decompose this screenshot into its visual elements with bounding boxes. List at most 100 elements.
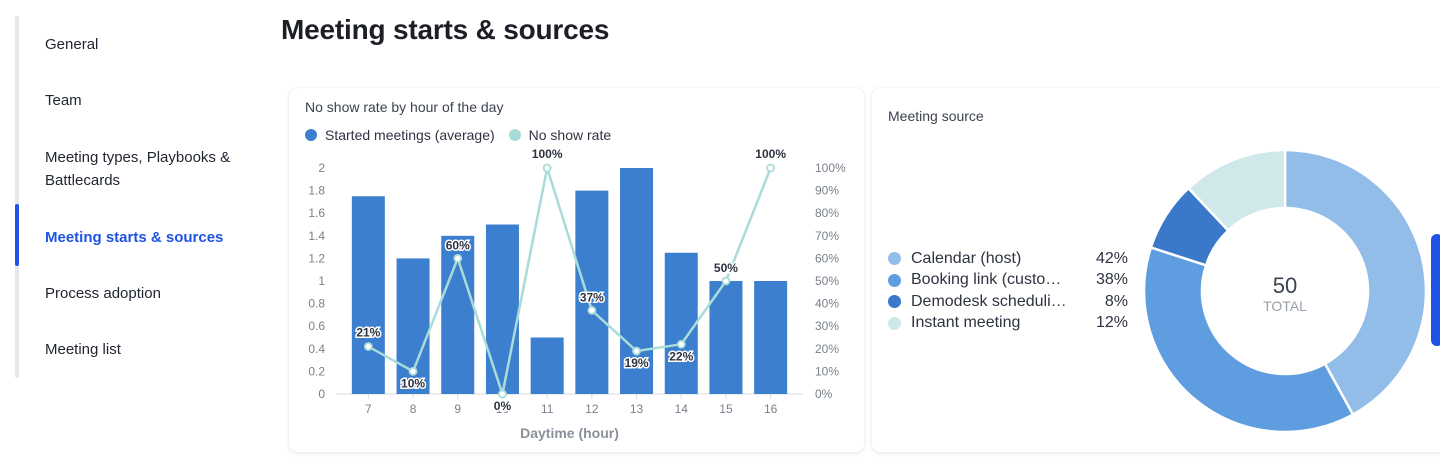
- bar-started-meetings: [530, 337, 564, 394]
- y-tick-label: 0.4: [308, 342, 325, 356]
- x-tick-label: 9: [454, 402, 461, 416]
- data-label-no-show-rate: 21%: [356, 326, 380, 340]
- x-tick-label: 8: [410, 402, 417, 416]
- x-tick-label: 11: [541, 402, 554, 416]
- legend-row-booking-link[interactable]: Booking link (custo… 38%: [888, 270, 1128, 292]
- data-label-no-show-rate: 22%: [669, 349, 693, 363]
- y-tick-label: 1.2: [308, 251, 325, 265]
- legend-label-no-show-rate: No show rate: [528, 127, 612, 143]
- x-axis-label: Daytime (hour): [520, 425, 619, 441]
- y2-tick-label: 20%: [815, 342, 839, 356]
- donut-slice: [1283, 148, 1428, 417]
- donut-total-value: 50: [1273, 273, 1297, 298]
- y2-tick-label: 80%: [815, 206, 839, 220]
- sidebar-rail: [15, 16, 19, 378]
- legend-label-booking-link: Booking link (custo…: [911, 271, 1062, 289]
- sidebar-item-general[interactable]: General: [45, 36, 99, 53]
- page-title: Meeting starts & sources: [281, 14, 610, 45]
- bar-started-meetings: [620, 168, 654, 394]
- y-tick-label: 0.6: [308, 319, 325, 333]
- no-show-chart-title: No show rate by hour of the day: [305, 99, 504, 115]
- legend-item-started-meetings[interactable]: Started meetings (average): [305, 127, 495, 143]
- legend-swatch-booking-link: [888, 273, 901, 287]
- data-label-no-show-rate: 10%: [401, 376, 425, 390]
- legend-label-demodesk-scheduling: Demodesk scheduli…: [911, 292, 1067, 310]
- donut-total-label: TOTAL: [1263, 298, 1307, 314]
- data-label-no-show-rate: 50%: [714, 261, 738, 275]
- legend-swatch-instant-meeting: [888, 316, 901, 330]
- x-tick-label: 13: [630, 402, 644, 416]
- side-panel-tab[interactable]: [1431, 234, 1440, 346]
- legend-row-demodesk-scheduling[interactable]: Demodesk scheduli… 8%: [888, 291, 1128, 313]
- legend-pct-booking-link: 38%: [1095, 271, 1128, 289]
- bar-started-meetings: [754, 281, 788, 394]
- legend-swatch-started-meetings: [305, 129, 317, 141]
- x-tick-label: 16: [764, 402, 778, 416]
- data-label-no-show-rate: 60%: [446, 238, 470, 252]
- bar-started-meetings: [351, 196, 385, 394]
- y2-tick-label: 30%: [815, 319, 839, 333]
- x-tick-label: 10: [496, 402, 510, 416]
- data-label-no-show-rate: 100%: [755, 147, 786, 161]
- y-tick-label: 0: [318, 387, 325, 401]
- x-tick-label: 12: [585, 402, 599, 416]
- y2-tick-label: 70%: [815, 229, 839, 243]
- legend-pct-demodesk-scheduling: 8%: [1104, 292, 1128, 310]
- legend-pct-instant-meeting: 12%: [1095, 314, 1128, 332]
- donut-slice: [1186, 148, 1287, 233]
- legend-swatch-calendar-host: [888, 252, 901, 266]
- legend-swatch-no-show-rate: [508, 129, 521, 141]
- legend-row-calendar-host[interactable]: Calendar (host) 42%: [888, 248, 1128, 270]
- legend-pct-calendar-host: 42%: [1095, 249, 1128, 267]
- y-tick-label: 1.6: [308, 206, 325, 220]
- point-no-show-rate: [542, 163, 552, 173]
- point-no-show-rate: [587, 305, 597, 315]
- sidebar-item-process-adoption[interactable]: Process adoption: [45, 285, 161, 302]
- sidebar-item-team[interactable]: Team: [45, 92, 82, 109]
- line-no-show-rate: [367, 167, 772, 399]
- y-tick-label: 0.8: [308, 297, 325, 311]
- sidebar-item-meeting-types[interactable]: Meeting types, Playbooks & Battlecards: [45, 149, 231, 189]
- point-no-show-rate: [498, 389, 507, 399]
- y-tick-label: 0.2: [308, 364, 325, 378]
- bar-started-meetings: [485, 224, 519, 394]
- data-label-no-show-rate: 37%: [580, 290, 604, 304]
- y-tick-label: 2: [318, 161, 325, 175]
- meeting-source-title: Meeting source: [888, 108, 984, 124]
- point-no-show-rate: [632, 346, 641, 356]
- donut-slice: [1142, 245, 1355, 434]
- y-tick-label: 1.4: [308, 229, 325, 243]
- y-tick-label: 1: [318, 274, 325, 288]
- legend-item-no-show-rate[interactable]: No show rate: [508, 127, 612, 143]
- legend-label-instant-meeting: Instant meeting: [911, 314, 1021, 332]
- data-label-no-show-rate: 100%: [532, 147, 563, 161]
- sidebar-item-meeting-list[interactable]: Meeting list: [45, 341, 121, 358]
- data-label-no-show-rate: 19%: [625, 356, 649, 370]
- sidebar-active-indicator: [15, 204, 19, 266]
- y2-tick-label: 100%: [815, 161, 846, 175]
- meeting-source-legend: Calendar (host) 42% Booking link (custo……: [888, 248, 1128, 334]
- y2-tick-label: 90%: [815, 184, 839, 198]
- y2-tick-label: 60%: [815, 251, 839, 265]
- no-show-chart-legend: Started meetings (average) No show rate: [305, 127, 611, 143]
- settings-sidebar: General Team Meeting types, Playbooks & …: [0, 0, 260, 463]
- y2-tick-label: 40%: [815, 297, 839, 311]
- bar-started-meetings: [575, 190, 609, 394]
- y2-tick-label: 50%: [815, 274, 839, 288]
- point-no-show-rate: [721, 276, 731, 286]
- point-no-show-rate: [676, 339, 686, 349]
- data-label-no-show-rate: 0%: [494, 399, 512, 413]
- x-tick-label: 14: [675, 402, 689, 416]
- legend-row-instant-meeting[interactable]: Instant meeting 12%: [888, 313, 1128, 335]
- legend-label-started-meetings: Started meetings (average): [325, 127, 495, 143]
- legend-label-calendar-host: Calendar (host): [911, 249, 1022, 267]
- point-no-show-rate: [766, 163, 776, 173]
- y-tick-label: 1.8: [308, 184, 325, 198]
- bar-started-meetings: [664, 252, 698, 394]
- x-tick-label: 7: [365, 402, 372, 416]
- point-no-show-rate: [363, 342, 373, 351]
- x-tick-label: 15: [719, 402, 733, 416]
- sidebar-item-meeting-starts[interactable]: Meeting starts & sources: [45, 229, 224, 246]
